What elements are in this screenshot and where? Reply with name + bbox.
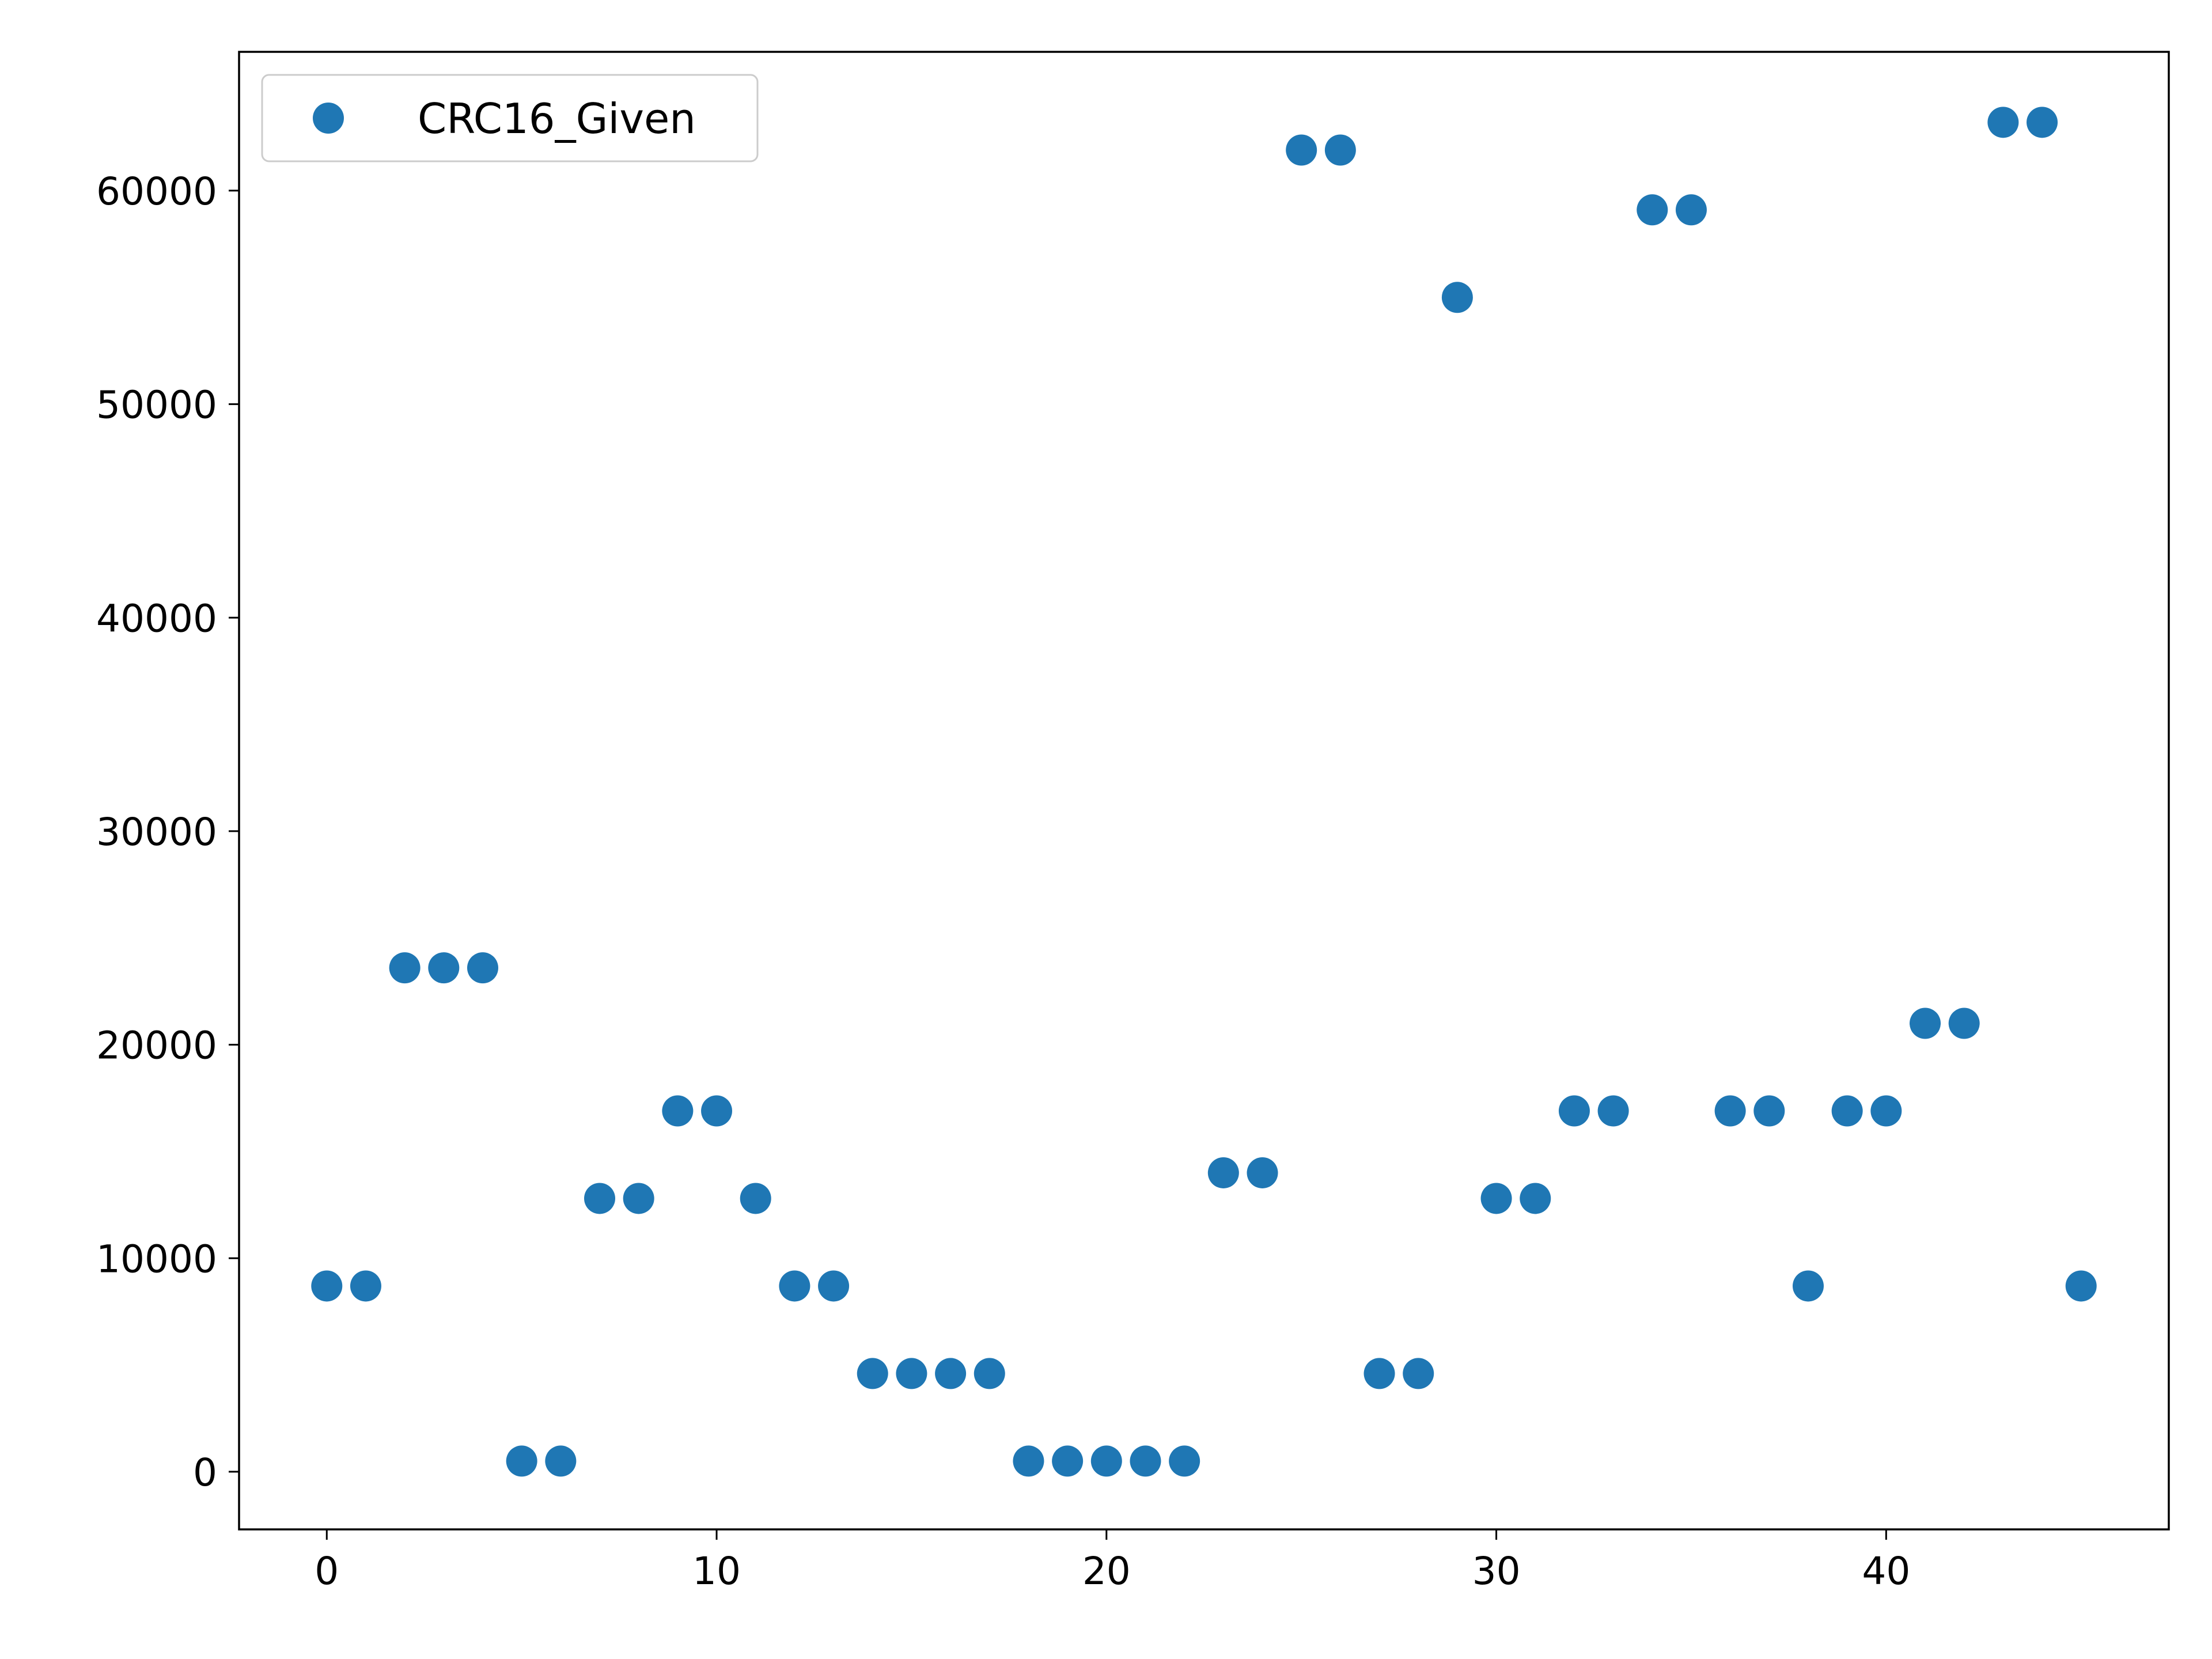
data-point bbox=[1637, 194, 1668, 226]
data-point bbox=[896, 1358, 927, 1389]
data-points bbox=[311, 107, 2097, 1477]
axes: 0 10 20 30 40 0 10000 20000 30000 40000 50000 60000 bbox=[96, 51, 2170, 1593]
data-point bbox=[467, 952, 498, 984]
y-tick-label: 30000 bbox=[96, 810, 217, 854]
data-point bbox=[1169, 1445, 1200, 1477]
data-point bbox=[1597, 1095, 1629, 1127]
y-tick-label: 50000 bbox=[96, 383, 217, 427]
data-point bbox=[1052, 1445, 1084, 1477]
legend-label: CRC16_Given bbox=[418, 94, 696, 143]
plot-frame bbox=[238, 51, 2170, 1531]
legend-box bbox=[261, 74, 759, 162]
y-tick-label: 60000 bbox=[96, 169, 217, 214]
data-point bbox=[974, 1358, 1005, 1389]
data-point bbox=[1753, 1095, 1785, 1127]
data-point bbox=[311, 1270, 343, 1302]
data-point bbox=[428, 952, 460, 984]
data-point bbox=[506, 1445, 537, 1477]
data-point bbox=[1247, 1157, 1278, 1188]
data-point bbox=[662, 1095, 694, 1127]
data-point bbox=[2027, 107, 2058, 138]
data-point bbox=[545, 1445, 577, 1477]
data-point bbox=[1948, 1007, 1980, 1039]
data-point bbox=[701, 1095, 733, 1127]
y-tick-label: 40000 bbox=[96, 596, 217, 641]
data-point bbox=[1090, 1445, 1122, 1477]
data-point bbox=[935, 1358, 967, 1389]
x-tick-label: 30 bbox=[1472, 1549, 1521, 1593]
y-tick-label: 10000 bbox=[96, 1237, 217, 1281]
data-point bbox=[1558, 1095, 1590, 1127]
data-point bbox=[779, 1270, 810, 1302]
data-point bbox=[857, 1358, 888, 1389]
x-tick-label: 10 bbox=[692, 1549, 741, 1593]
data-point bbox=[1870, 1095, 1902, 1127]
data-point bbox=[1403, 1358, 1434, 1389]
data-point bbox=[1675, 194, 1707, 226]
data-point bbox=[1714, 1095, 1746, 1127]
x-tick-label: 20 bbox=[1082, 1549, 1131, 1593]
data-point bbox=[623, 1183, 654, 1214]
data-point bbox=[1363, 1358, 1395, 1389]
data-point bbox=[1910, 1007, 1941, 1039]
data-point bbox=[1987, 107, 2019, 138]
data-point bbox=[1130, 1445, 1161, 1477]
data-point bbox=[1324, 134, 1356, 166]
data-point bbox=[818, 1270, 850, 1302]
data-point bbox=[1286, 134, 1317, 166]
data-point bbox=[740, 1183, 771, 1214]
data-point bbox=[1207, 1157, 1239, 1188]
legend: CRC16_Given bbox=[261, 74, 759, 162]
legend-marker bbox=[313, 103, 344, 134]
data-point bbox=[1013, 1445, 1044, 1477]
x-tick-label: 0 bbox=[315, 1549, 339, 1593]
data-point bbox=[2065, 1270, 2097, 1302]
data-point bbox=[1441, 282, 1473, 313]
y-tick-label: 20000 bbox=[96, 1024, 217, 1068]
data-point bbox=[1520, 1183, 1551, 1214]
y-tick-label: 0 bbox=[193, 1450, 217, 1495]
data-point bbox=[1831, 1095, 1863, 1127]
data-point bbox=[584, 1183, 616, 1214]
data-point bbox=[1792, 1270, 1824, 1302]
data-point bbox=[389, 952, 421, 984]
data-point bbox=[350, 1270, 381, 1302]
x-tick-label: 40 bbox=[1862, 1549, 1910, 1593]
data-point bbox=[1480, 1183, 1512, 1214]
